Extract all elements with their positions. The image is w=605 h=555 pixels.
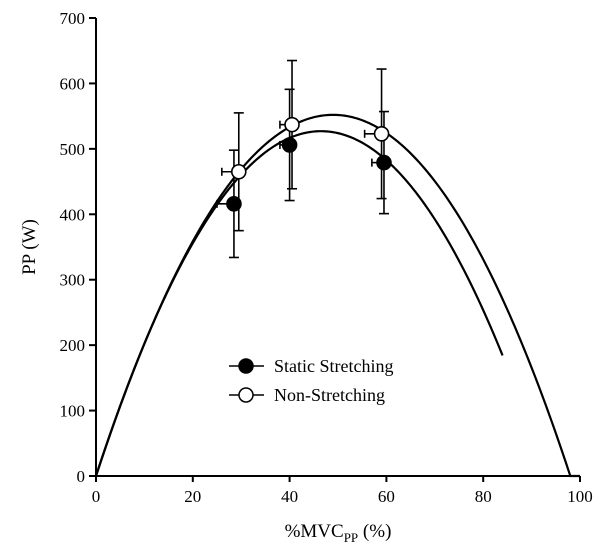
y-tick-label: 500 xyxy=(60,140,86,159)
y-tick-label: 600 xyxy=(60,74,86,93)
y-tick-label: 200 xyxy=(60,336,86,355)
legend-marker-static xyxy=(238,358,254,374)
fit-curve-static xyxy=(94,130,504,477)
x-tick-label: 40 xyxy=(281,487,298,506)
legend: Static Stretching Non-Stretching xyxy=(229,356,393,405)
point-static xyxy=(281,137,298,153)
x-tick-label: 60 xyxy=(378,487,395,506)
ticks: 0 20 40 60 80 100 0 100 200 300 400 500 600 700 xyxy=(60,9,593,506)
y-axis-title: PP (W) xyxy=(19,219,40,275)
x-tick-label: 80 xyxy=(475,487,492,506)
data-points xyxy=(226,116,392,212)
x-axis-title-subscript: PP xyxy=(344,530,358,545)
legend-label-nonstretch: Non-Stretching xyxy=(274,385,385,405)
y-tick-label: 0 xyxy=(77,467,86,486)
fit-curve-nonstretch xyxy=(94,113,580,478)
x-axis-title: %MVCPP (%) xyxy=(285,521,392,545)
fit-curves xyxy=(94,113,580,478)
point-nonstretch xyxy=(373,126,390,142)
x-axis-title-main: %MVC xyxy=(285,521,344,542)
y-tick-label: 300 xyxy=(60,271,86,290)
x-tick-label: 100 xyxy=(567,487,593,506)
legend-label-static: Static Stretching xyxy=(274,356,393,376)
y-tick-label: 100 xyxy=(60,402,86,421)
point-nonstretch xyxy=(230,163,247,180)
legend-marker-nonstretch xyxy=(238,387,254,403)
y-tick-label: 400 xyxy=(60,205,86,224)
x-axis-title-unit: (%) xyxy=(358,521,391,542)
error-bars xyxy=(216,59,389,259)
axes xyxy=(95,18,580,477)
x-tick-label: 20 xyxy=(184,487,201,506)
point-nonstretch xyxy=(284,116,300,133)
y-tick-label: 700 xyxy=(60,9,86,28)
point-static xyxy=(226,196,242,212)
x-tick-label: 0 xyxy=(92,487,101,506)
point-static xyxy=(376,154,392,171)
